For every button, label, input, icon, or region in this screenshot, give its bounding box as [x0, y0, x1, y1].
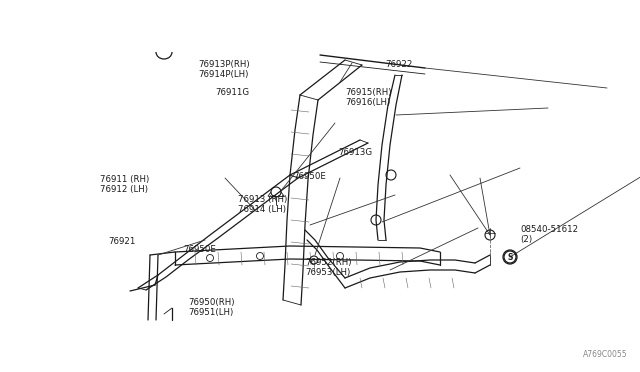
Text: 76922: 76922 [385, 60, 412, 69]
Text: 76915(RH)
76916(LH): 76915(RH) 76916(LH) [345, 88, 392, 108]
Text: 76950E: 76950E [183, 245, 216, 254]
Text: 76921: 76921 [108, 237, 136, 246]
Text: 76911G: 76911G [215, 88, 249, 97]
Text: 76913G: 76913G [338, 148, 372, 157]
Text: 76913P(RH)
76914P(LH): 76913P(RH) 76914P(LH) [198, 60, 250, 79]
Text: S: S [508, 253, 513, 262]
Text: 76950(RH)
76951(LH): 76950(RH) 76951(LH) [188, 298, 234, 317]
Text: 76913 (RH)
76914 (LH): 76913 (RH) 76914 (LH) [238, 195, 287, 214]
Text: 08540-51612
(2): 08540-51612 (2) [520, 225, 578, 244]
Text: 76911 (RH)
76912 (LH): 76911 (RH) 76912 (LH) [100, 175, 149, 195]
Text: 76950E: 76950E [293, 172, 326, 181]
Text: 76952(RH)
76953(LH): 76952(RH) 76953(LH) [305, 258, 351, 278]
Text: A769C0055: A769C0055 [582, 350, 627, 359]
